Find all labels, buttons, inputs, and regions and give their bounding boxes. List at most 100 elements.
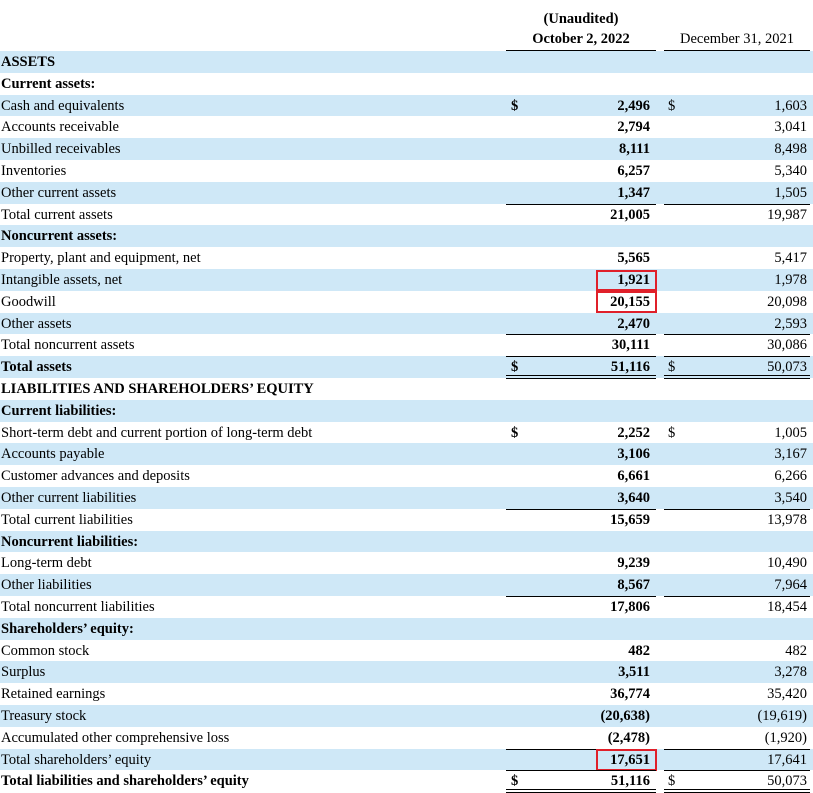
current-value: 8,111: [618, 141, 650, 158]
row-label: Common stock: [1, 642, 90, 659]
table-row: Total current assets 21,005 19,987: [0, 204, 813, 226]
row-label: Total noncurrent assets: [1, 337, 135, 354]
row-label: Unbilled receivables: [1, 141, 121, 158]
current-value: 36,774: [610, 686, 650, 703]
row-label: Short-term debt and current portion of l…: [1, 424, 313, 441]
unaudited-label: (Unaudited): [543, 11, 619, 27]
currency-sign: $: [668, 773, 676, 790]
table-row: Intangible assets, net 1,921 1,978: [0, 269, 813, 291]
row-label: Cash and equivalents: [1, 97, 125, 114]
row-label: Total assets: [1, 359, 72, 376]
current-value: 482: [628, 642, 650, 659]
prior-value: 5,340: [774, 163, 807, 179]
current-value: 6,257: [617, 163, 650, 179]
current-value: 17,806: [610, 599, 650, 615]
current-value: 2,252: [617, 424, 650, 441]
double-rule: [664, 375, 810, 376]
table-row: Cash and equivalents $2,496 $1,603: [0, 94, 813, 117]
table-row: Accumulated other comprehensive loss (2,4…: [0, 727, 813, 749]
table-row: Goodwill 20,155 20,098: [0, 291, 813, 313]
prior-value: 2,593: [774, 315, 807, 332]
table-row: Total shareholders’ equity 17,651 17,641: [0, 748, 813, 771]
currency-sign: $: [668, 97, 676, 114]
prior-value: 35,420: [767, 686, 807, 703]
prior-period-header: December 31, 2021: [680, 31, 794, 47]
table-row: Other assets 2,470 2,593: [0, 312, 813, 335]
highlight-box: [596, 749, 657, 771]
row-label: Shareholders’ equity:: [1, 620, 134, 637]
current-value: 21,005: [610, 206, 650, 223]
table-row: Total noncurrent assets 30,111 30,086: [0, 334, 813, 356]
double-rule: [506, 378, 656, 379]
row-label: Other current liabilities: [1, 490, 137, 506]
currency-sign: $: [511, 359, 519, 376]
current-value: 30,111: [611, 337, 650, 354]
total-rule: [664, 748, 810, 750]
currency-sign: $: [511, 424, 519, 441]
current-value: 51,116: [610, 359, 650, 376]
current-value: 2,794: [617, 119, 650, 136]
current-value: 20,155: [610, 293, 650, 310]
current-value: 1,347: [617, 184, 650, 201]
row-label: Accounts receivable: [1, 119, 119, 136]
current-value: (20,638): [600, 708, 650, 724]
table-row: Total current liabilities 15,659 13,978: [0, 509, 813, 531]
prior-value: 1,978: [774, 272, 807, 288]
prior-value: (1,920): [764, 729, 807, 746]
row-label: Other liabilities: [1, 577, 92, 594]
table-row: Customer advances and deposits 6,661 6,266: [0, 465, 813, 487]
table-row: Property, plant and equipment, net 5,565 5…: [0, 247, 813, 269]
prior-value: 17,641: [767, 751, 807, 768]
table-row: Shareholders’ equity:: [0, 617, 813, 640]
row-label: LIABILITIES AND SHAREHOLDERS’ EQUITY: [1, 381, 314, 397]
prior-value: 13,978: [767, 511, 807, 528]
table-row: Current assets:: [0, 73, 813, 95]
current-value: 17,651: [610, 751, 650, 768]
prior-value: 50,073: [767, 359, 807, 376]
double-rule: [664, 378, 810, 379]
total-rule: [506, 203, 656, 205]
current-value: 15,659: [610, 511, 650, 528]
table-row: Long-term debt 9,239 10,490: [0, 552, 813, 574]
row-label: Current assets:: [1, 75, 96, 92]
row-label: Surplus: [1, 664, 46, 681]
current-value: 5,565: [617, 250, 650, 267]
table-row: LIABILITIES AND SHAREHOLDERS’ EQUITY: [0, 378, 813, 400]
prior-value: 8,498: [774, 141, 807, 158]
prior-value: 482: [785, 642, 807, 659]
row-label: Total shareholders’ equity: [1, 751, 152, 768]
row-label: Current liabilities:: [1, 402, 117, 419]
prior-value: 30,086: [767, 337, 807, 354]
table-row: Accounts receivable 2,794 3,041: [0, 116, 813, 138]
total-rule: [506, 334, 656, 336]
current-value: 3,106: [617, 446, 650, 463]
row-label: Noncurrent liabilities:: [1, 533, 139, 550]
table-row: Other liabilities 8,567 7,964: [0, 574, 813, 596]
current-value: 3,640: [617, 490, 650, 506]
row-label: Other assets: [1, 315, 72, 332]
row-label: Inventories: [1, 163, 67, 179]
row-label: Retained earnings: [1, 686, 106, 703]
double-rule: [506, 375, 656, 376]
highlight-box: [596, 291, 657, 314]
row-label: Intangible assets, net: [1, 272, 123, 288]
prior-value: 19,987: [767, 206, 807, 223]
current-value: 3,511: [618, 664, 650, 681]
row-label: Long-term debt: [1, 555, 92, 572]
table-row: Short-term debt and current portion of l…: [0, 422, 813, 444]
prior-value: 3,540: [774, 490, 807, 506]
prior-value: 1,005: [774, 424, 807, 441]
prior-value: 3,167: [774, 446, 807, 463]
table-row: Other current assets 1,347 1,505: [0, 181, 813, 204]
current-value: 9,239: [617, 555, 650, 572]
total-rule: [664, 203, 810, 205]
row-label: Total current liabilities: [1, 511, 133, 528]
table-row: Total assets $51,116 $50,073: [0, 356, 813, 378]
row-label: Noncurrent assets:: [1, 228, 118, 245]
table-row: Noncurrent assets:: [0, 225, 813, 248]
table-row: ASSETS: [0, 51, 813, 73]
table-row: Surplus 3,511 3,278: [0, 661, 813, 684]
total-rule: [506, 356, 656, 358]
row-label: Accounts payable: [1, 446, 105, 463]
